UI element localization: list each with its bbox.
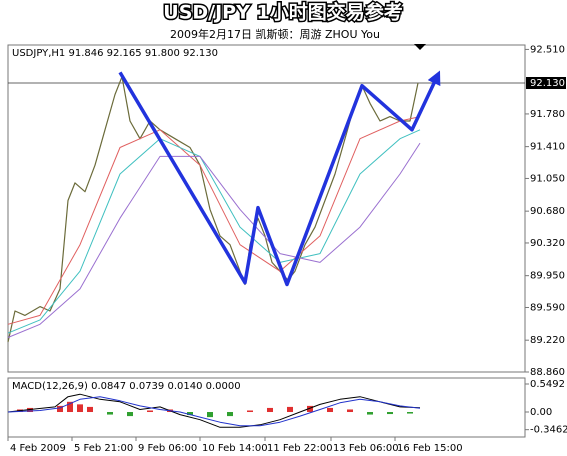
chart-info: USDJPY,H1 91.846 92.165 91.800 92.130 — [12, 48, 218, 59]
line-series — [7, 76, 419, 343]
macd-bar — [57, 405, 63, 413]
line-series — [7, 116, 421, 325]
shift-marker — [414, 44, 426, 50]
macd-bar — [147, 410, 153, 413]
macd-bar — [287, 406, 293, 413]
y-tick-label: 90.680 — [530, 206, 565, 217]
chart-info: MACD(12,26,9) 0.0847 0.0739 0.0140 0.000… — [12, 381, 241, 392]
y-tick-label: 0.00 — [530, 407, 552, 418]
y-tick-label: 91.050 — [530, 173, 565, 184]
macd-bar — [107, 412, 113, 415]
y-tick-label: 91.410 — [530, 142, 565, 153]
macd-bar — [367, 412, 373, 415]
macd-bar — [67, 401, 73, 413]
line-series — [7, 393, 421, 428]
main-frame — [7, 44, 526, 373]
macd-bar — [387, 412, 393, 415]
last-price-label: 92.130 — [530, 78, 565, 89]
macd-bar — [127, 412, 133, 417]
macd-bar — [207, 412, 213, 418]
title: USD/JPY 1小时图交易参考 — [163, 1, 402, 24]
macd-bar — [267, 407, 273, 413]
y-tick-label: 89.590 — [530, 302, 565, 313]
x-tick-label: 16 Feb 15:00 — [397, 443, 463, 454]
macd-bar — [87, 406, 93, 413]
line-series — [7, 129, 421, 334]
macd-bar — [187, 412, 193, 416]
macd-bar — [77, 404, 83, 413]
macd-bar — [347, 409, 353, 413]
x-tick-label: 5 Feb 21:00 — [74, 443, 133, 454]
y-tick-label: 91.780 — [530, 109, 565, 120]
y-tick-label: -0.3462 — [530, 425, 567, 436]
line-series — [7, 396, 421, 427]
macd-bar — [227, 412, 233, 417]
x-tick-label: 4 Feb 2009 — [10, 443, 66, 454]
macd-bar — [407, 412, 413, 414]
macd-bar — [327, 407, 333, 413]
y-tick-label: 90.320 — [530, 238, 565, 249]
x-tick-label: 11 Feb 22:00 — [267, 443, 333, 454]
line-series — [7, 142, 421, 338]
y-tick-label: 0.5492 — [530, 379, 565, 390]
y-tick-label: 92.510 — [530, 44, 565, 55]
macd-frame — [7, 377, 526, 438]
y-tick-label: 89.950 — [530, 271, 565, 282]
macd-bar — [247, 410, 253, 413]
x-tick-label: 9 Feb 06:00 — [138, 443, 197, 454]
line-series — [118, 70, 441, 287]
last-price-box — [526, 77, 566, 90]
x-tick-label: 10 Feb 14:00 — [202, 443, 268, 454]
macd-bar — [307, 405, 313, 413]
y-tick-label: 88.860 — [530, 367, 565, 378]
subtitle: 2009年2月17日 凯斯顿：周游 ZHOU You — [170, 27, 380, 41]
x-tick-label: 13 Feb 06:00 — [333, 443, 399, 454]
y-tick-label: 89.220 — [530, 335, 565, 346]
